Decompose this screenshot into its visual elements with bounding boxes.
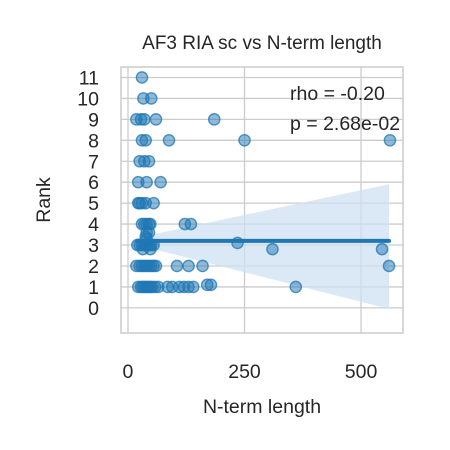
data-point <box>183 260 194 271</box>
y-tick-label: 6 <box>88 172 99 194</box>
y-tick-label: 0 <box>88 298 99 320</box>
data-point <box>148 198 159 209</box>
y-tick-label: 4 <box>88 214 99 236</box>
data-point <box>384 135 395 146</box>
y-tick-label: 11 <box>79 67 99 89</box>
data-point <box>150 260 161 271</box>
y-tick-label: 2 <box>88 256 99 278</box>
data-point <box>185 218 196 229</box>
data-point <box>140 135 151 146</box>
data-point <box>376 244 387 255</box>
x-tick-label: 0 <box>123 361 134 383</box>
data-point <box>136 198 147 209</box>
data-point <box>209 114 220 125</box>
data-point <box>188 281 199 292</box>
x-axis-label: N-term length <box>203 396 321 418</box>
y-tick-label: 3 <box>88 235 99 257</box>
x-tick-label: 500 <box>345 361 378 383</box>
data-point <box>239 135 250 146</box>
rho-annotation: rho = -0.20 <box>290 83 385 105</box>
data-point <box>155 177 166 188</box>
y-tick-label: 10 <box>77 88 99 110</box>
data-point <box>205 279 216 290</box>
data-point <box>150 114 161 125</box>
data-point <box>171 260 182 271</box>
data-point <box>146 93 157 104</box>
y-tick-label: 9 <box>88 109 99 131</box>
data-point <box>163 135 174 146</box>
y-tick-label: 7 <box>88 151 99 173</box>
p-value-annotation: p = 2.68e-02 <box>290 113 400 135</box>
y-tick-label: 8 <box>88 130 99 152</box>
data-point <box>267 244 278 255</box>
data-point <box>136 72 147 83</box>
data-point <box>290 281 301 292</box>
chart-title: AF3 RIA sc vs N-term length <box>142 33 382 54</box>
data-point <box>383 260 394 271</box>
y-axis-label: Rank <box>33 177 55 223</box>
y-tick-label: 5 <box>88 193 99 215</box>
data-point <box>197 260 208 271</box>
y-tick-label: 1 <box>88 277 99 299</box>
x-tick-label: 250 <box>228 361 261 383</box>
data-point <box>143 156 154 167</box>
data-point <box>141 177 152 188</box>
data-point <box>145 244 156 255</box>
data-point <box>139 114 150 125</box>
